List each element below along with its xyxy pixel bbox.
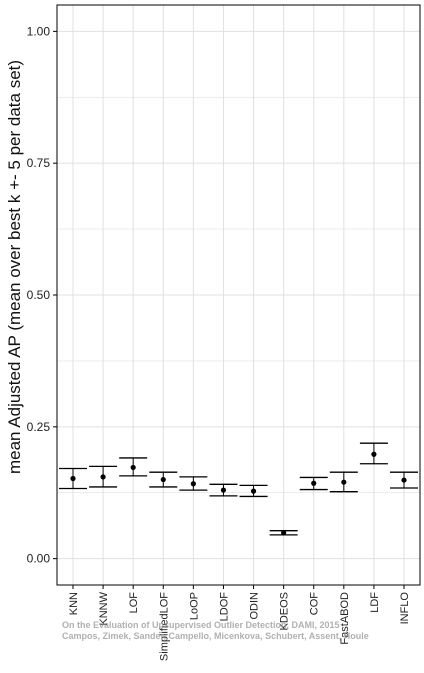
mean-point bbox=[70, 475, 76, 482]
axes bbox=[53, 4, 421, 589]
tick-labels: 0.00 0.25 0.50 0.75 1.00 KNN KNNW LOF Simplified… bbox=[27, 24, 411, 661]
mean-point bbox=[100, 474, 106, 480]
y-tick-label: 0.75 bbox=[27, 156, 51, 170]
x-tick-label: FastABOD bbox=[339, 592, 351, 645]
y-tick-label: 0.25 bbox=[27, 420, 51, 434]
x-tick-label: ODIN bbox=[249, 592, 261, 620]
mean-point bbox=[311, 480, 317, 486]
mean-point bbox=[160, 476, 166, 483]
mean-point bbox=[281, 530, 287, 536]
y-tick-label: 0.50 bbox=[27, 288, 51, 302]
x-tick-label: INFLO bbox=[399, 592, 411, 625]
x-tick-label: KNN bbox=[68, 592, 80, 615]
mean-point bbox=[130, 464, 136, 471]
mean-point bbox=[401, 477, 407, 483]
grid-lines bbox=[57, 5, 420, 585]
x-tick-label: COF bbox=[309, 592, 321, 616]
x-tick-label: LOF bbox=[128, 592, 140, 614]
y-tick-label: 0.00 bbox=[27, 552, 51, 566]
mean-point bbox=[190, 481, 196, 487]
x-tick-label: KDEOS bbox=[279, 592, 291, 631]
x-tick-label: LoOP bbox=[188, 592, 200, 620]
mean-point bbox=[220, 487, 227, 493]
y-axis-label: mean Adjusted AP (mean over best k +- 5 … bbox=[5, 60, 24, 474]
mean-point bbox=[341, 479, 347, 485]
x-tick-label: LDF bbox=[369, 592, 381, 613]
x-tick-label: SimplifiedLOF bbox=[158, 592, 170, 661]
x-tick-label: KNNW bbox=[98, 591, 110, 625]
mean-point bbox=[250, 488, 257, 494]
error-bars bbox=[59, 442, 418, 536]
y-tick-label: 1.00 bbox=[27, 24, 51, 38]
mean-point bbox=[371, 451, 377, 457]
x-tick-label: LDOF bbox=[218, 592, 230, 622]
